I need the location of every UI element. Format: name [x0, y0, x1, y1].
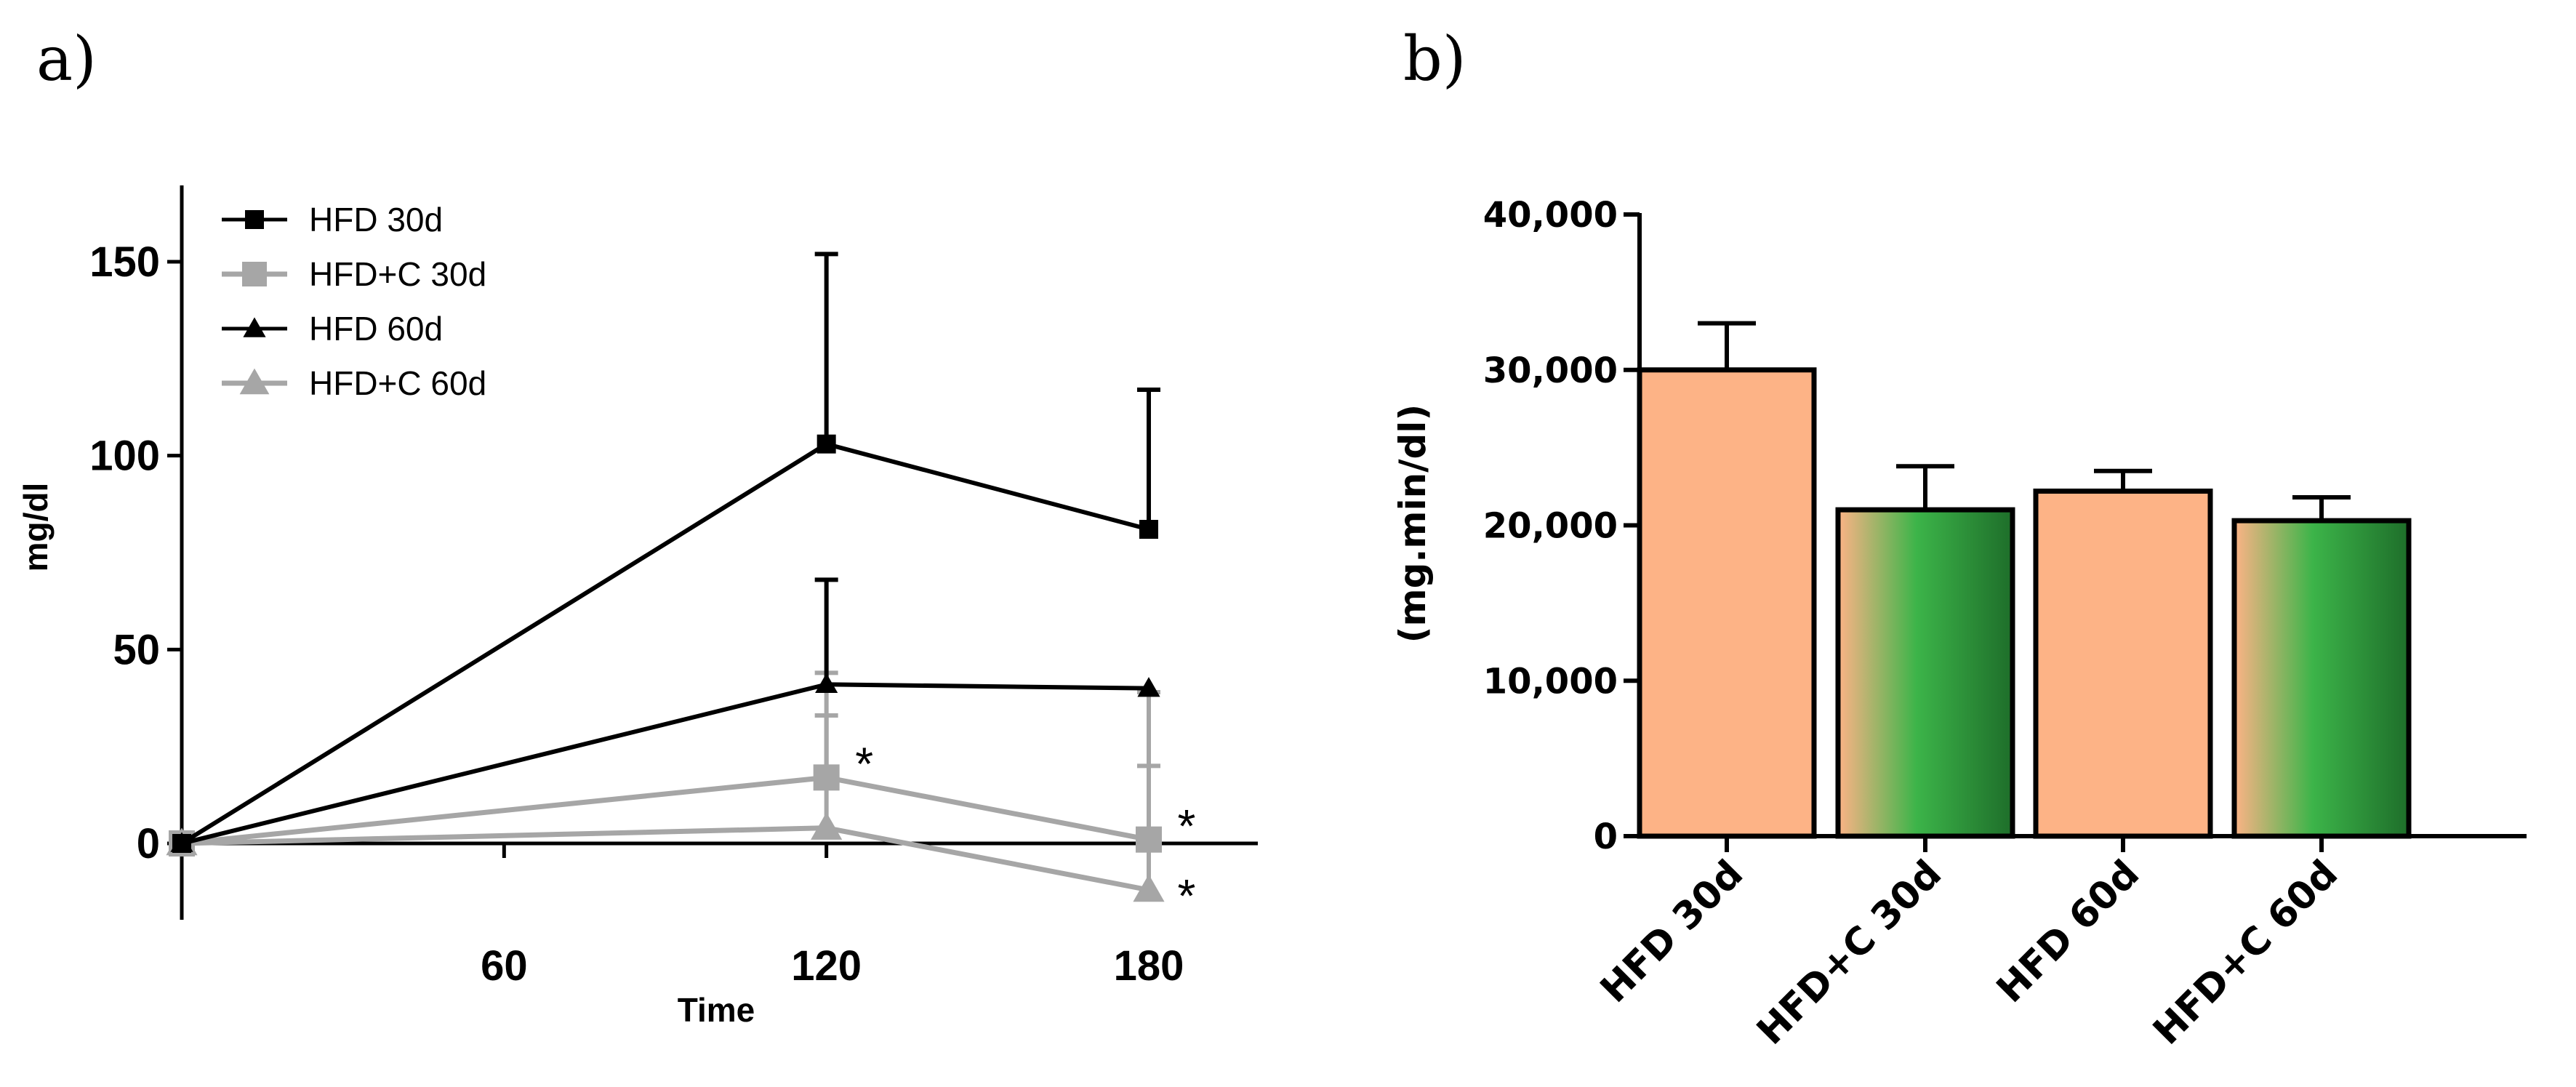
panel-a-label: a)	[36, 23, 97, 95]
series-line	[181, 825, 1149, 893]
category-label: HFD+C 30d	[1749, 852, 1950, 1054]
x-tick-label: 180	[1114, 942, 1184, 990]
legend-marker	[245, 210, 264, 229]
data-point	[816, 434, 836, 454]
bar	[2231, 518, 2412, 839]
significance-star: *	[855, 738, 873, 790]
legend-label: HFD 30d	[309, 201, 443, 238]
data-point	[1133, 874, 1165, 902]
series-line	[180, 441, 1149, 846]
panel-b-label: b)	[1403, 23, 1466, 95]
y-tick-label: 100	[89, 433, 160, 480]
y-tick-label: 20,000	[1483, 506, 1618, 547]
x-axis-title: Time	[678, 991, 755, 1029]
bar	[2033, 488, 2213, 839]
y-tick-label: 30,000	[1483, 350, 1618, 391]
bar	[1637, 367, 1817, 839]
y-tick-label: 50	[113, 626, 160, 673]
data-point	[170, 832, 193, 852]
y-axis-title: mg/dl	[17, 483, 55, 572]
bar-chart-b: 0 10,000 20,000 30,000 40,000 (mg.min/dl) HFD …	[1392, 195, 2527, 1054]
legend-label: HFD+C 60d	[309, 364, 486, 402]
legend-marker	[243, 317, 266, 337]
x-tick-label: 120	[791, 942, 862, 990]
legend-label: HFD+C 30d	[309, 255, 486, 293]
line-chart-a: 0 50 100 150 60 120 180 Time mg/dl * * * HFD 30d HFD+…	[17, 185, 1258, 1029]
legend-marker	[242, 262, 267, 286]
category-label: HFD 30d	[1592, 852, 1752, 1011]
category-label: HFD+C 60d	[2145, 852, 2346, 1054]
legend-label: HFD 60d	[309, 310, 443, 348]
y-tick-label: 10,000	[1483, 661, 1618, 702]
x-tick-label: 60	[481, 942, 528, 990]
significance-star: *	[1178, 800, 1196, 852]
data-point	[1139, 520, 1158, 539]
y-tick-label: 150	[89, 238, 160, 286]
data-point	[811, 812, 843, 840]
data-point	[815, 673, 838, 694]
category-label: HFD 60d	[1989, 852, 2148, 1011]
y-tick-label: 40,000	[1483, 195, 1618, 236]
legend-marker	[239, 368, 270, 395]
y-axis-title: (mg.min/dl)	[1392, 404, 1434, 643]
significance-star: *	[1178, 870, 1196, 922]
data-point	[1137, 677, 1160, 697]
y-tick-label: 0	[1594, 817, 1618, 857]
bar	[1835, 507, 2015, 839]
series-line	[181, 682, 1149, 846]
y-tick-label: 0	[137, 820, 160, 867]
